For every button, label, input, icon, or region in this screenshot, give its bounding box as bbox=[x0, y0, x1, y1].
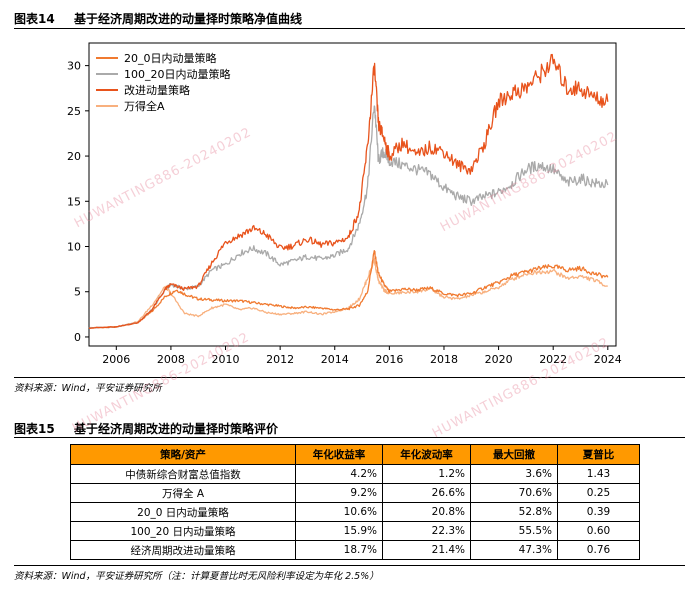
x-tick-label: 2010 bbox=[212, 353, 240, 366]
table-header-cell: 年化收益率 bbox=[295, 444, 383, 465]
x-tick-label: 2008 bbox=[157, 353, 185, 366]
series-line-3 bbox=[88, 258, 608, 329]
table-cell-sharpe: 1.43 bbox=[557, 464, 640, 484]
table-cell-drawdown: 52.8% bbox=[470, 502, 558, 522]
x-tick-label: 2006 bbox=[102, 353, 130, 366]
table-cell-volatility: 22.3% bbox=[382, 521, 471, 541]
figure1-number: 图表14 bbox=[14, 12, 55, 26]
figure2-number: 图表15 bbox=[14, 422, 55, 436]
table-cell-drawdown: 47.3% bbox=[470, 540, 558, 560]
y-tick-label: 0 bbox=[74, 331, 81, 344]
table-row: 100_20 日内动量策略 15.9% 22.3% 55.5% 0.60 bbox=[70, 521, 640, 541]
series-line-0 bbox=[88, 249, 609, 329]
legend-label: 20_0日内动量策略 bbox=[124, 51, 217, 65]
figure1-source-rule bbox=[14, 377, 685, 378]
figure2-title-text: 基于经济周期改进的动量择时策略评价 bbox=[74, 422, 279, 436]
table-header-cell: 最大回撤 bbox=[470, 444, 558, 465]
table-cell-drawdown: 55.5% bbox=[470, 521, 558, 541]
strategy-evaluation-table: 策略/资产 年化收益率 年化波动率 最大回撤 夏普比 中债新综合财富总值指数 4… bbox=[70, 444, 640, 560]
nav-line-chart: 2006 2008 2010 2012 2014 2016 2018 2020 2022 2024… bbox=[67, 42, 622, 366]
table-cell-drawdown: 3.6% bbox=[470, 464, 558, 484]
table-header-row: 策略/资产 年化收益率 年化波动率 最大回撤 夏普比 bbox=[70, 444, 640, 465]
x-tick-label: 2020 bbox=[485, 353, 513, 366]
figure1-title: 图表14 基于经济周期改进的动量择时策略净值曲线 bbox=[14, 10, 302, 27]
figure1-source: 资料来源：Wind，平安证券研究所 bbox=[14, 383, 162, 394]
series-line-2 bbox=[88, 53, 609, 329]
table-cell-drawdown: 70.6% bbox=[470, 483, 558, 503]
figure2-title: 图表15 基于经济周期改进的动量择时策略评价 bbox=[14, 420, 278, 437]
table-cell-return: 4.2% bbox=[295, 464, 383, 484]
x-tick-label: 2022 bbox=[539, 353, 567, 366]
figure2-source-rule bbox=[14, 565, 685, 566]
y-tick-label: 30 bbox=[67, 60, 81, 73]
table-cell-name: 20_0 日内动量策略 bbox=[70, 502, 296, 522]
table-header-cell: 夏普比 bbox=[557, 444, 640, 465]
plot-frame bbox=[88, 42, 617, 347]
table-cell-name: 中债新综合财富总值指数 bbox=[70, 464, 296, 484]
table-cell-name: 经济周期改进动量策略 bbox=[70, 540, 296, 560]
x-tick-label: 2012 bbox=[266, 353, 294, 366]
chart-axes: 2006 2008 2010 2012 2014 2016 2018 2020 2022 2024… bbox=[67, 42, 622, 366]
y-tick-label: 5 bbox=[74, 286, 81, 299]
series-line-1 bbox=[88, 105, 609, 329]
y-tick-label: 25 bbox=[67, 105, 81, 118]
table-cell-return: 15.9% bbox=[295, 521, 383, 541]
legend-label: 改进动量策略 bbox=[124, 83, 190, 97]
table-row: 20_0 日内动量策略 10.6% 20.8% 52.8% 0.39 bbox=[70, 502, 640, 522]
x-tick-label: 2014 bbox=[321, 353, 349, 366]
table-cell-name: 100_20 日内动量策略 bbox=[70, 521, 296, 541]
table-row: 中债新综合财富总值指数 4.2% 1.2% 3.6% 1.43 bbox=[70, 464, 640, 484]
legend-label: 万得全A bbox=[124, 99, 165, 113]
table-cell-return: 18.7% bbox=[295, 540, 383, 560]
table-cell-sharpe: 0.76 bbox=[557, 540, 640, 560]
table-cell-volatility: 26.6% bbox=[382, 483, 471, 503]
figure1-title-text: 基于经济周期改进的动量择时策略净值曲线 bbox=[74, 12, 303, 26]
table-cell-volatility: 1.2% bbox=[382, 464, 471, 484]
figure2-title-rule bbox=[14, 437, 685, 438]
table-cell-sharpe: 0.25 bbox=[557, 483, 640, 503]
table-row: 经济周期改进动量策略 18.7% 21.4% 47.3% 0.76 bbox=[70, 540, 640, 560]
table-cell-name: 万得全 A bbox=[70, 483, 296, 503]
table-row: 万得全 A 9.2% 26.6% 70.6% 0.25 bbox=[70, 483, 640, 503]
table-header-cell: 年化波动率 bbox=[382, 444, 471, 465]
table-cell-volatility: 20.8% bbox=[382, 502, 471, 522]
x-tick-label: 2016 bbox=[375, 353, 403, 366]
figure2-source: 资料来源：Wind，平安证券研究所（注：计算夏普比时无风险利率设定为年化 2.5… bbox=[14, 571, 379, 582]
legend-label: 100_20日内动量策略 bbox=[124, 67, 231, 81]
table-header-cell: 策略/资产 bbox=[70, 444, 296, 465]
table-cell-sharpe: 0.39 bbox=[557, 502, 640, 522]
y-tick-label: 15 bbox=[67, 195, 81, 208]
table-cell-volatility: 21.4% bbox=[382, 540, 471, 560]
x-tick-label: 2018 bbox=[430, 353, 458, 366]
y-tick-label: 20 bbox=[67, 150, 81, 163]
table-cell-return: 9.2% bbox=[295, 483, 383, 503]
y-tick-label: 10 bbox=[67, 241, 81, 254]
figure1-title-rule bbox=[14, 28, 685, 29]
chart-series bbox=[88, 53, 609, 329]
table-cell-sharpe: 0.60 bbox=[557, 521, 640, 541]
x-tick-label: 2024 bbox=[594, 353, 622, 366]
table-cell-return: 10.6% bbox=[295, 502, 383, 522]
